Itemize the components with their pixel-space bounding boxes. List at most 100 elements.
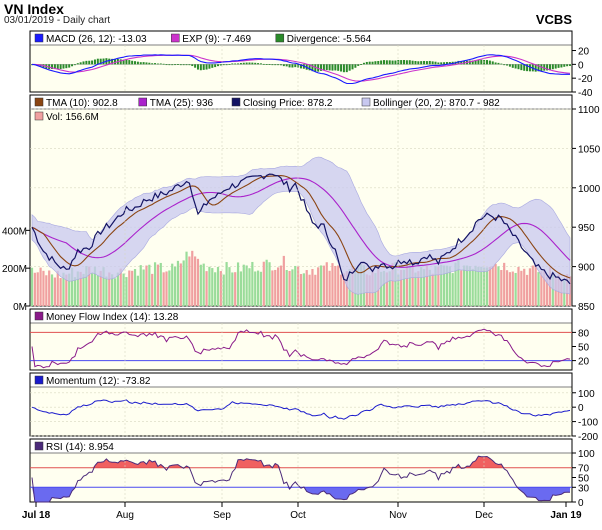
volume-bar	[265, 259, 268, 306]
divergence-bar	[237, 63, 240, 65]
volume-bar	[234, 272, 237, 306]
divergence-bar	[71, 64, 74, 67]
divergence-bar	[279, 64, 282, 66]
divergence-bar	[494, 62, 497, 65]
x-tick-label: Dec	[475, 510, 493, 521]
divergence-bar	[174, 64, 177, 66]
divergence-bar	[348, 64, 351, 71]
divergence-bar	[79, 62, 82, 65]
tma25-line	[31, 177, 571, 268]
volume-bar	[128, 270, 131, 306]
volume-bar	[116, 272, 119, 306]
divergence-bar	[76, 63, 79, 65]
volume-bar	[165, 271, 168, 306]
volume-bar	[268, 262, 271, 306]
volume-bar	[414, 272, 417, 306]
close-price-line	[31, 173, 571, 285]
volume-bar	[211, 268, 214, 306]
macd-legend-label: Divergence: -5.564	[287, 34, 372, 45]
divergence-bar	[437, 62, 440, 65]
divergence-bar	[557, 64, 560, 68]
divergence-bar	[294, 64, 297, 68]
price-legend-swatch	[231, 97, 241, 107]
volume-bar	[463, 265, 466, 306]
volume-bar	[543, 269, 546, 306]
volume-bar	[425, 266, 429, 306]
macd-legend-swatch	[34, 33, 44, 43]
divergence-bar	[199, 64, 202, 71]
volume-bar	[339, 274, 343, 306]
volume-bar	[133, 269, 137, 306]
macd-y-tick-label: 20	[578, 47, 590, 58]
volume-bar	[299, 274, 303, 306]
divergence-bar	[219, 64, 222, 66]
divergence-bar	[154, 63, 157, 65]
divergence-bar	[391, 60, 394, 65]
volume-bar	[191, 250, 194, 306]
volume-bar	[79, 271, 82, 306]
divergence-bar	[231, 63, 234, 65]
divergence-bar	[434, 61, 437, 65]
volume-bar	[153, 262, 157, 306]
volume-bar	[400, 269, 403, 306]
volume-bar	[534, 264, 537, 306]
divergence-bar	[191, 64, 194, 67]
volume-bar	[311, 269, 314, 306]
volume-bar	[145, 265, 148, 306]
mfi-legend-label: Money Flow Index (14): 13.28	[46, 312, 179, 323]
divergence-bar	[328, 64, 331, 71]
volume-bar	[171, 263, 174, 306]
volume-bar	[500, 270, 503, 306]
divergence-bar	[102, 58, 105, 65]
volume-bar	[380, 271, 383, 306]
divergence-bar	[523, 64, 526, 71]
volume-bar	[88, 266, 91, 306]
macd-legend-swatch	[275, 33, 285, 43]
divergence-bar	[165, 64, 168, 66]
divergence-bar	[520, 64, 523, 71]
x-tick-label: Jul 18	[22, 510, 51, 521]
volume-bar	[422, 269, 426, 306]
volume-bar	[199, 264, 202, 306]
volume-bar	[242, 264, 245, 306]
volume-bar	[85, 265, 88, 306]
divergence-bar	[468, 60, 471, 65]
divergence-bar	[560, 64, 563, 68]
volume-bar	[537, 272, 540, 306]
divergence-bar	[202, 64, 205, 70]
price-y-tick-label: 950	[578, 223, 595, 234]
divergence-bar	[136, 61, 139, 65]
price-y-tick-label: 1050	[578, 144, 601, 155]
price-y-tick-label: 850	[578, 302, 595, 313]
divergence-bar	[222, 64, 225, 66]
volume-bar	[385, 272, 388, 306]
divergence-bar	[385, 60, 388, 65]
volume-bar	[334, 265, 337, 306]
volume-bar	[73, 277, 77, 306]
volume-bar	[139, 265, 142, 306]
volume-bar	[96, 275, 99, 306]
volume-bar	[188, 256, 191, 306]
divergence-bar	[65, 64, 68, 69]
divergence-bar	[208, 64, 211, 69]
divergence-bar	[331, 64, 334, 71]
divergence-bar	[162, 63, 165, 65]
volume-bar	[248, 268, 251, 306]
divergence-bar	[151, 63, 154, 65]
volume-bar	[282, 255, 285, 306]
symbol-label: VCBS	[535, 12, 572, 27]
volume-bar	[182, 260, 185, 306]
volume-bar	[471, 268, 474, 306]
macd-y-tick-label: -40	[578, 88, 593, 99]
divergence-bar	[362, 62, 365, 65]
divergence-bar	[88, 60, 91, 65]
divergence-bar	[357, 64, 360, 66]
rsi-y-tick-label: 50	[578, 474, 590, 485]
volume-bar	[219, 271, 222, 306]
volume-bar	[90, 273, 94, 306]
volume-bar	[102, 267, 105, 306]
volume-bar	[136, 275, 139, 306]
volume-bar	[93, 266, 97, 306]
divergence-bar	[448, 61, 451, 65]
divergence-bar	[423, 60, 426, 65]
